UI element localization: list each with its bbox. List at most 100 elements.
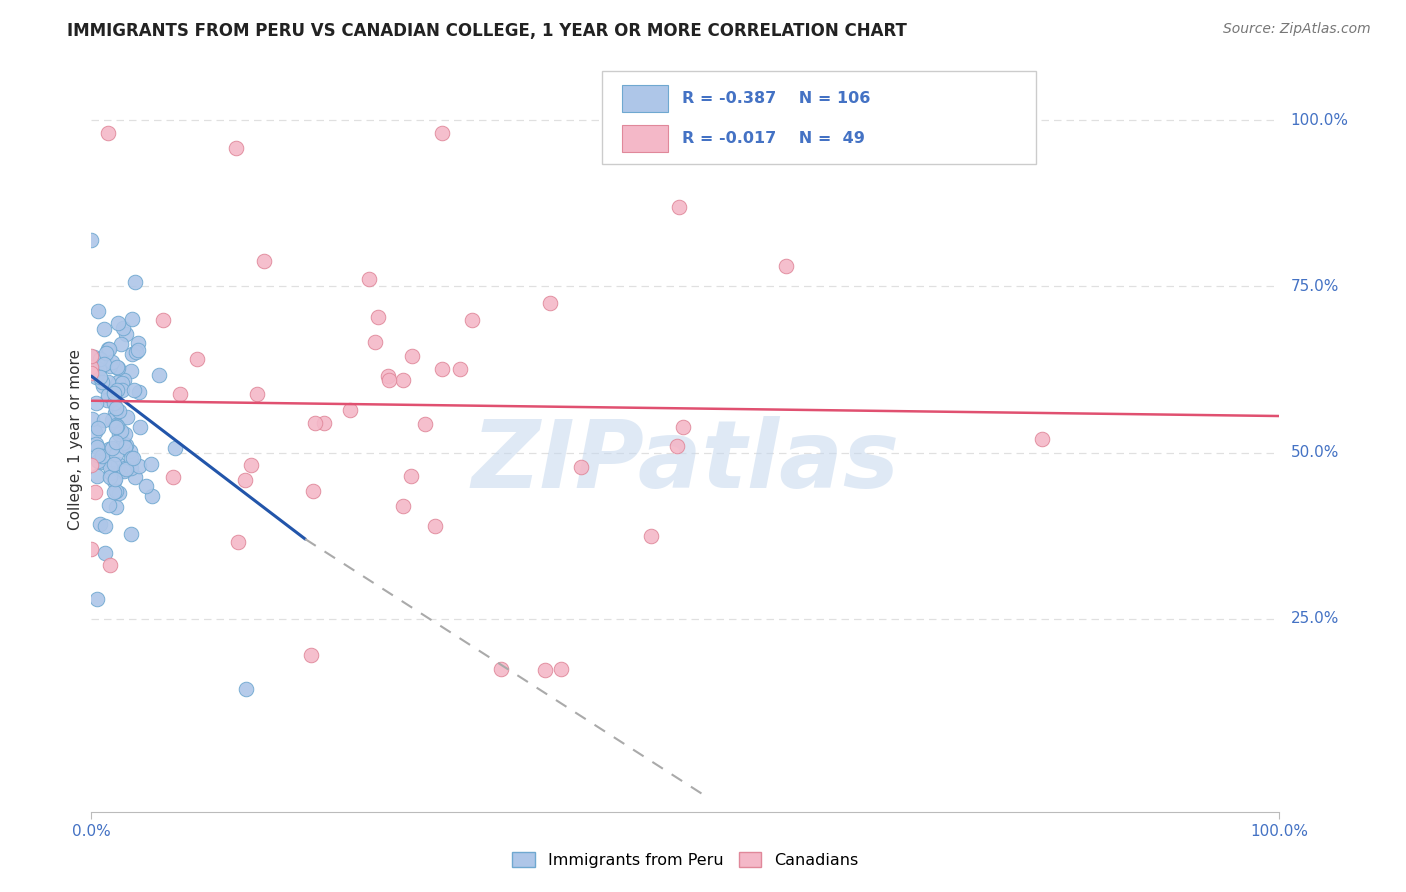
Point bbox=[240, 458, 263, 472]
Legend: Immigrants from Peru, Canadians: Immigrants from Peru, Canadians bbox=[506, 846, 865, 874]
Point bbox=[114, 440, 136, 454]
Point bbox=[392, 373, 415, 387]
Point bbox=[120, 364, 142, 378]
Point bbox=[100, 359, 122, 373]
Point bbox=[107, 457, 129, 471]
Point bbox=[105, 419, 128, 434]
Point bbox=[115, 326, 138, 341]
Point bbox=[339, 403, 361, 417]
Point bbox=[96, 393, 118, 408]
Point bbox=[108, 464, 131, 478]
Point bbox=[415, 417, 437, 432]
Point bbox=[107, 360, 129, 375]
Point bbox=[105, 418, 128, 433]
Point bbox=[114, 461, 136, 475]
Point bbox=[359, 272, 381, 286]
Text: IMMIGRANTS FROM PERU VS CANADIAN COLLEGE, 1 YEAR OR MORE CORRELATION CHART: IMMIGRANTS FROM PERU VS CANADIAN COLLEGE… bbox=[67, 22, 907, 40]
FancyBboxPatch shape bbox=[602, 70, 1036, 164]
Point bbox=[186, 352, 208, 367]
Point bbox=[122, 384, 145, 398]
Point bbox=[103, 484, 125, 499]
Point bbox=[569, 459, 592, 474]
Point bbox=[89, 517, 111, 532]
FancyBboxPatch shape bbox=[623, 125, 668, 152]
Point bbox=[115, 438, 138, 452]
Point bbox=[423, 519, 446, 533]
Point bbox=[117, 410, 139, 425]
Point bbox=[121, 347, 143, 361]
Point bbox=[104, 483, 127, 498]
Point bbox=[139, 457, 162, 471]
Point bbox=[108, 427, 131, 442]
Point bbox=[97, 127, 120, 141]
Point bbox=[98, 442, 121, 457]
Point bbox=[111, 383, 134, 397]
Point bbox=[127, 336, 149, 351]
Point bbox=[105, 384, 128, 398]
Point bbox=[94, 546, 117, 560]
Point bbox=[377, 368, 399, 383]
Point bbox=[430, 361, 453, 376]
Point bbox=[533, 663, 555, 677]
Point bbox=[97, 388, 120, 402]
Point bbox=[124, 345, 146, 359]
Point bbox=[118, 443, 141, 458]
Point bbox=[127, 343, 149, 357]
Point bbox=[104, 473, 127, 487]
Point bbox=[96, 346, 118, 360]
Text: ZIPatlas: ZIPatlas bbox=[471, 416, 900, 508]
Point bbox=[98, 460, 121, 475]
Point bbox=[87, 448, 110, 462]
Point bbox=[84, 396, 107, 410]
Point bbox=[672, 420, 695, 434]
Point bbox=[98, 342, 121, 356]
Point bbox=[100, 466, 122, 480]
Point bbox=[112, 465, 135, 479]
Point bbox=[550, 662, 572, 676]
Point bbox=[120, 461, 142, 475]
Point bbox=[101, 442, 124, 456]
Point bbox=[391, 500, 413, 514]
Point bbox=[91, 379, 114, 393]
Point bbox=[94, 519, 117, 533]
Point bbox=[121, 450, 143, 465]
Point bbox=[84, 436, 107, 450]
Point bbox=[100, 355, 122, 369]
Point bbox=[152, 312, 174, 326]
Point bbox=[299, 648, 322, 663]
Point bbox=[103, 474, 125, 488]
Point bbox=[399, 468, 422, 483]
Point bbox=[80, 458, 103, 473]
Point bbox=[124, 276, 146, 290]
Point bbox=[97, 343, 120, 357]
Point bbox=[93, 321, 115, 335]
Point bbox=[112, 373, 135, 387]
Point bbox=[80, 366, 103, 380]
Point bbox=[538, 296, 561, 310]
Point bbox=[253, 254, 276, 268]
Point bbox=[86, 469, 108, 483]
Point bbox=[98, 470, 121, 484]
Point bbox=[107, 316, 129, 330]
Point bbox=[103, 396, 125, 410]
Point bbox=[86, 591, 108, 606]
Point bbox=[226, 535, 249, 549]
Text: 50.0%: 50.0% bbox=[1291, 445, 1339, 460]
Point bbox=[111, 320, 134, 334]
Point bbox=[128, 420, 150, 434]
Point bbox=[104, 435, 127, 450]
Point bbox=[97, 375, 120, 389]
Point bbox=[1031, 433, 1053, 447]
Point bbox=[103, 458, 125, 472]
Point bbox=[367, 310, 389, 325]
Point bbox=[314, 416, 336, 430]
Point bbox=[111, 376, 134, 391]
Point bbox=[304, 416, 326, 430]
Point bbox=[169, 387, 191, 401]
Point bbox=[98, 558, 121, 573]
Point bbox=[120, 527, 142, 541]
Point bbox=[121, 311, 143, 326]
Text: R = -0.017    N =  49: R = -0.017 N = 49 bbox=[682, 131, 865, 146]
Point bbox=[120, 450, 142, 465]
Point bbox=[112, 435, 135, 450]
